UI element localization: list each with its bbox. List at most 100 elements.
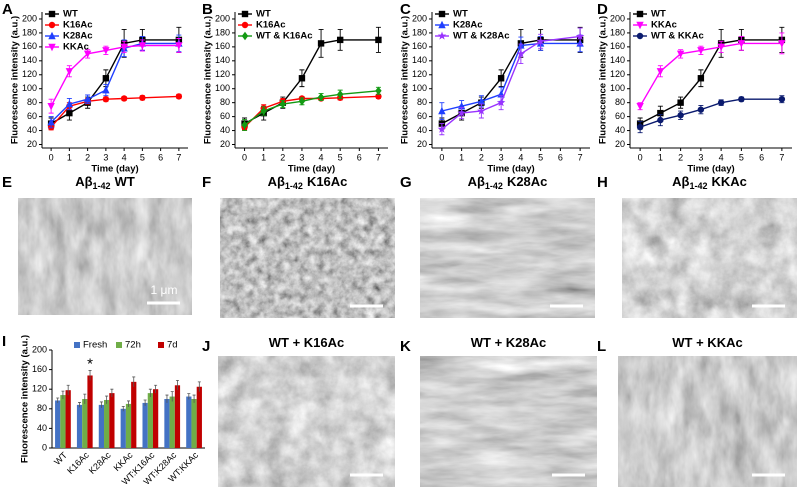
y-tick-label: 60	[417, 111, 427, 121]
series-line	[639, 42, 782, 107]
x-tick-label: 7	[376, 152, 381, 162]
error-bar	[175, 379, 179, 391]
marker	[48, 21, 56, 29]
x-tick-label: 5	[338, 152, 343, 162]
panel-letter: D	[597, 1, 608, 18]
marker	[241, 21, 249, 29]
error-bar	[83, 393, 87, 404]
marker	[139, 94, 146, 101]
y-tick-label: 40	[417, 125, 427, 135]
marker	[778, 40, 786, 48]
marker	[279, 99, 287, 109]
x-tick-label: 5	[739, 152, 744, 162]
error-bar	[78, 402, 82, 408]
sem-image	[420, 198, 595, 318]
y-axis-title: Fluorescence intensity (a.u.)	[400, 16, 411, 144]
error-bar	[88, 370, 92, 381]
y-tick-label: 160	[215, 41, 230, 51]
y-tick-label: 100	[610, 83, 625, 93]
y-tick-label: 200	[22, 13, 37, 23]
annotation: *	[87, 356, 93, 373]
legend-label: Fresh	[83, 340, 107, 351]
marker	[738, 95, 745, 103]
x-tick-label: WT	[52, 450, 69, 467]
marker	[636, 123, 644, 131]
image-title: Aβ1-42 KKAc	[672, 174, 747, 191]
marker	[65, 99, 74, 108]
marker	[65, 68, 74, 76]
bar	[87, 375, 93, 448]
y-tick-label: 40	[220, 125, 230, 135]
marker	[102, 85, 110, 94]
image-title: Aβ1-42 WT	[75, 174, 135, 191]
panel-letter: H	[597, 174, 608, 191]
bar	[98, 404, 105, 448]
y-tick-label: 160	[610, 41, 625, 51]
y-tick-label: 180	[412, 27, 427, 37]
marker	[66, 109, 73, 117]
y-axis-title: Fluorescence intensity (a.u.)	[20, 335, 31, 463]
bar	[174, 385, 181, 448]
bar	[191, 399, 197, 448]
legend-label: K28Ac	[63, 31, 93, 42]
legend-label: WT	[256, 9, 271, 20]
x-tick-label: 4	[518, 152, 523, 162]
marker	[102, 75, 110, 82]
marker	[48, 43, 56, 52]
marker	[317, 40, 325, 47]
x-tick-label: 0	[638, 152, 643, 162]
marker	[336, 90, 344, 99]
legend-label: KKAc	[63, 42, 89, 53]
y-tick-label: 200	[610, 13, 625, 23]
x-tick-label: 4	[319, 152, 324, 162]
y-tick-label: 120	[215, 69, 230, 79]
marker	[47, 102, 55, 111]
legend-label: KKAc	[651, 20, 677, 31]
x-tick-label: 4	[719, 152, 724, 162]
x-tick-label: 3	[103, 152, 108, 162]
panel-letter: J	[202, 338, 210, 355]
image-title-name: WT + K28Ac	[471, 335, 547, 350]
marker	[657, 116, 664, 124]
error-bar	[99, 401, 103, 408]
marker	[48, 10, 56, 18]
panel-letter: C	[400, 1, 411, 18]
error-bar	[132, 376, 136, 387]
x-tick-label: 1	[658, 152, 663, 162]
y-tick-label: 100	[215, 83, 230, 93]
y-tick-label: 0	[42, 442, 47, 452]
y-tick-label: 200	[215, 13, 230, 23]
panel-letter: A	[2, 1, 13, 18]
marker	[496, 98, 506, 107]
marker	[636, 21, 644, 30]
x-tick-label: 3	[499, 152, 504, 162]
error-bar	[165, 394, 169, 403]
legend-label: K28Ac	[453, 20, 483, 31]
legend-label: WT	[63, 9, 78, 20]
x-tick-label: 6	[558, 152, 563, 162]
sem-image	[420, 356, 597, 487]
bar	[142, 402, 148, 448]
image-title-label: Aβ	[468, 174, 485, 189]
sem-image	[218, 356, 395, 487]
y-axis-title: Fluorescence intensity (a.u.)	[203, 16, 214, 144]
marker	[636, 102, 644, 111]
legend-label: WT	[453, 9, 468, 20]
x-tick-label: 5	[140, 152, 145, 162]
x-tick-label: 1	[67, 152, 72, 162]
marker	[697, 75, 705, 82]
y-tick-label: 100	[22, 83, 37, 93]
bar	[109, 393, 115, 448]
image-title: Aβ1-42 K16Ac	[268, 174, 348, 191]
error-bar	[154, 384, 158, 394]
sem-image	[220, 198, 395, 318]
image-title-label: Aβ	[672, 174, 689, 189]
marker	[697, 106, 705, 113]
image-title: WT + K28Ac	[471, 335, 547, 350]
marker	[677, 112, 684, 119]
marker	[375, 36, 382, 44]
bar	[60, 395, 66, 448]
y-tick-label: 80	[27, 97, 37, 107]
marker	[516, 49, 526, 58]
x-tick-label: 6	[357, 152, 362, 162]
